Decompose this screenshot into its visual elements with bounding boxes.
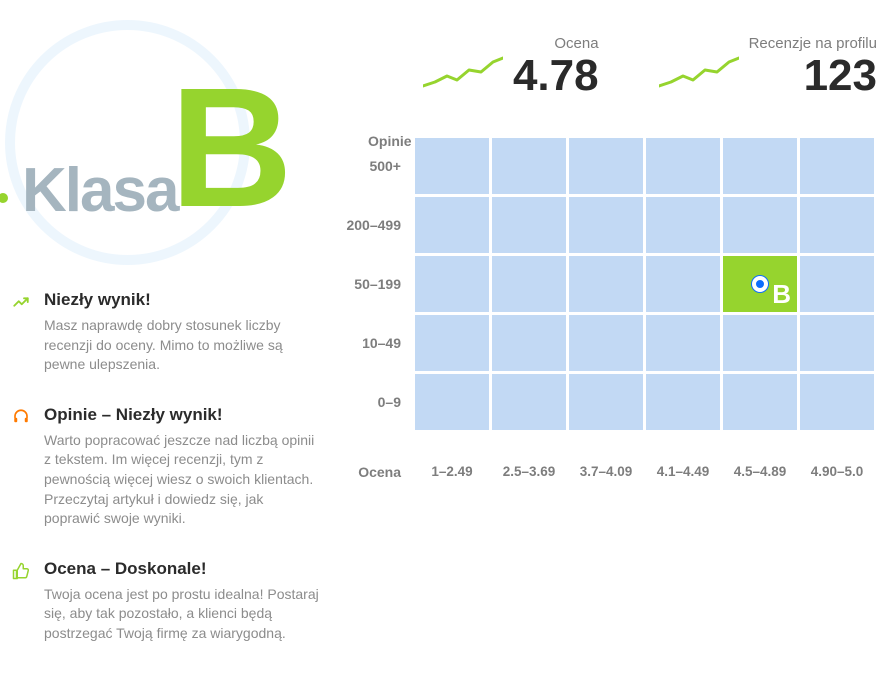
heatmap-cell (569, 138, 643, 194)
marker-dot-icon (752, 276, 768, 292)
heatmap-cell (646, 138, 720, 194)
feedback-text: Warto popracować jeszcze nad liczbą opin… (44, 431, 322, 529)
heatmap-cell (723, 197, 797, 253)
heatmap-x-title: Ocena (340, 464, 415, 480)
feedback-list: Niezły wynik! Masz naprawdę dobry stosune… (12, 290, 322, 674)
feedback-item: Ocena – Doskonale! Twoja ocena jest po pr… (12, 559, 322, 644)
heatmap-cell (646, 256, 720, 312)
trend-up-icon (12, 290, 30, 375)
heatmap-cell (800, 315, 874, 371)
heatmap-cell (415, 374, 489, 430)
heatmap-col-label: 4.90–5.0 (800, 464, 874, 480)
heatmap-col-label: 4.5–4.89 (723, 464, 797, 480)
sparkline-icon (423, 50, 503, 90)
heatmap-row-label: 0–9 (340, 374, 401, 430)
heatmap-cell (569, 374, 643, 430)
heatmap-cell (646, 197, 720, 253)
feedback-text: Masz naprawdę dobry stosunek liczby rece… (44, 316, 322, 375)
metric-value: 123 (749, 54, 877, 98)
metric-label: Recenzje na profilu (749, 35, 877, 52)
heatmap-cell (800, 256, 874, 312)
heatmap-cell (646, 374, 720, 430)
heatmap-col-label: 2.5–3.69 (492, 464, 566, 480)
metrics-row: Ocena 4.78 Recenzje na profilu 123 (340, 35, 885, 98)
headset-icon (12, 405, 30, 529)
heatmap-cell: B (723, 256, 797, 312)
heatmap-cell (492, 256, 566, 312)
heatmap-y-title: Opinie (368, 133, 412, 149)
grade-dot (0, 193, 8, 203)
heatmap-col-label: 1–2.49 (415, 464, 489, 480)
grade-letter: B (170, 63, 289, 233)
feedback-item: Opinie – Niezły wynik! Warto popracować j… (12, 405, 322, 529)
metric-value: 4.78 (513, 54, 599, 98)
heatmap-row-label: 200–499 (340, 197, 401, 253)
metric-label: Ocena (513, 35, 599, 52)
thumb-up-icon (12, 559, 30, 644)
metric: Ocena 4.78 (423, 35, 599, 98)
heatmap-cell (415, 256, 489, 312)
marker-letter: B (772, 279, 791, 310)
feedback-title: Niezły wynik! (44, 290, 322, 310)
heatmap-grid: B (415, 138, 874, 433)
heatmap-col-label: 3.7–4.09 (569, 464, 643, 480)
heatmap-cell (800, 374, 874, 430)
heatmap-cell (723, 138, 797, 194)
heatmap-cell (492, 197, 566, 253)
heatmap-cell (492, 374, 566, 430)
heatmap-row-labels: 500+200–49950–19910–490–9 (340, 138, 415, 433)
heatmap-row-label: 50–199 (340, 256, 401, 312)
heatmap-cell (569, 315, 643, 371)
heatmap-cell (415, 315, 489, 371)
feedback-title: Ocena – Doskonale! (44, 559, 322, 579)
grade-badge: Klasa B (0, 25, 300, 275)
heatmap-cell (569, 256, 643, 312)
heatmap: Opinie 500+200–49950–19910–490–9 B Ocena… (340, 138, 885, 433)
heatmap-cell (415, 197, 489, 253)
heatmap-cell (646, 315, 720, 371)
heatmap-cell (800, 197, 874, 253)
grade-prefix-text: Klasa (22, 156, 177, 225)
heatmap-col-label: 4.1–4.49 (646, 464, 720, 480)
heatmap-cell (492, 138, 566, 194)
heatmap-cell (569, 197, 643, 253)
heatmap-cell (415, 138, 489, 194)
heatmap-cell (723, 374, 797, 430)
feedback-title: Opinie – Niezły wynik! (44, 405, 322, 425)
metric: Recenzje na profilu 123 (659, 35, 877, 98)
heatmap-cell (723, 315, 797, 371)
heatmap-cell (800, 138, 874, 194)
sparkline-icon (659, 50, 739, 90)
heatmap-cell (492, 315, 566, 371)
feedback-item: Niezły wynik! Masz naprawdę dobry stosune… (12, 290, 322, 375)
feedback-text: Twoja ocena jest po prostu idealna! Post… (44, 585, 322, 644)
grade-prefix: Klasa (22, 155, 177, 226)
heatmap-row-label: 10–49 (340, 315, 401, 371)
heatmap-col-labels: 1–2.492.5–3.693.7–4.094.1–4.494.5–4.894.… (415, 464, 874, 480)
